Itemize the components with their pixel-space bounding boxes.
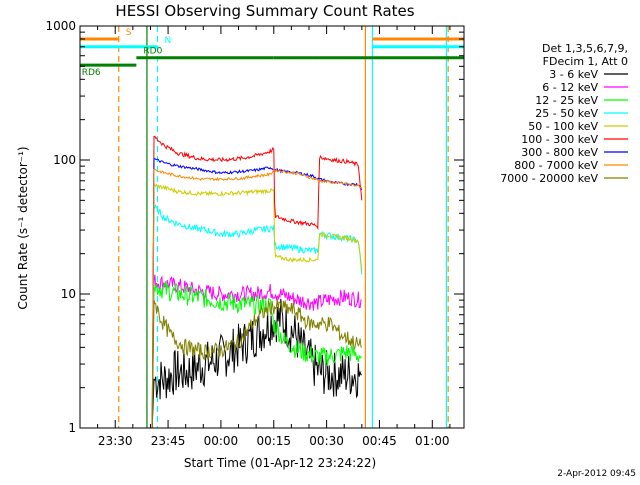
legend-header-line-1: Det 1,3,5,6,7,9, — [542, 42, 628, 55]
x-tick-label-5: 00:45 — [362, 434, 397, 448]
x-tick-label-0: 23:30 — [98, 434, 133, 448]
series-line-3 — [151, 203, 363, 429]
legend-label-8: 7000 - 20000 keV — [500, 172, 598, 185]
chart-title: HESSI Observing Summary Count Rates — [115, 2, 414, 20]
legend-label-2: 12 - 25 keV — [535, 94, 598, 107]
series-line-5 — [151, 135, 363, 429]
flag-label-3: RD6 — [82, 68, 101, 78]
x-tick-label-2: 00:00 — [204, 434, 239, 448]
x-tick-label-4: 00:30 — [309, 434, 344, 448]
flag-label-1: N — [165, 36, 172, 46]
series-line-4 — [151, 183, 363, 429]
y-tick-label-0: 1 — [68, 421, 76, 435]
y-tick-label-1: 10 — [61, 287, 76, 301]
footer-date: 2-Apr-2012 09:45 — [557, 469, 636, 479]
x-tick-label-6: 01:00 — [415, 434, 450, 448]
x-axis-label: Start Time (01-Apr-12 23:24:22) — [184, 456, 376, 470]
legend-label-6: 300 - 800 keV — [521, 146, 598, 159]
legend-label-0: 3 - 6 keV — [549, 68, 598, 81]
series-line-8 — [151, 298, 363, 429]
x-tick-label-1: 23:45 — [151, 434, 186, 448]
legend-label-1: 6 - 12 keV — [542, 81, 598, 94]
legend-label-5: 100 - 300 keV — [521, 133, 598, 146]
series-line-2 — [151, 281, 362, 429]
y-tick-label-2: 100 — [53, 153, 76, 167]
legend-label-4: 50 - 100 keV — [528, 120, 598, 133]
y-axis-label: Count Rate (s⁻¹ detector⁻¹) — [16, 146, 30, 309]
y-tick-label-3: 1000 — [45, 19, 76, 33]
flag-label-0: S — [126, 28, 132, 38]
series-line-7 — [151, 167, 363, 429]
plot-frame — [79, 25, 465, 429]
legend-label-3: 25 - 50 keV — [535, 107, 598, 120]
legend-label-7: 800 - 7000 keV — [514, 159, 598, 172]
legend-header-line-2: FDecim 1, Att 0 — [543, 55, 628, 68]
x-tick-label-3: 00:15 — [256, 434, 291, 448]
flag-label-2: RD0 — [143, 47, 162, 57]
